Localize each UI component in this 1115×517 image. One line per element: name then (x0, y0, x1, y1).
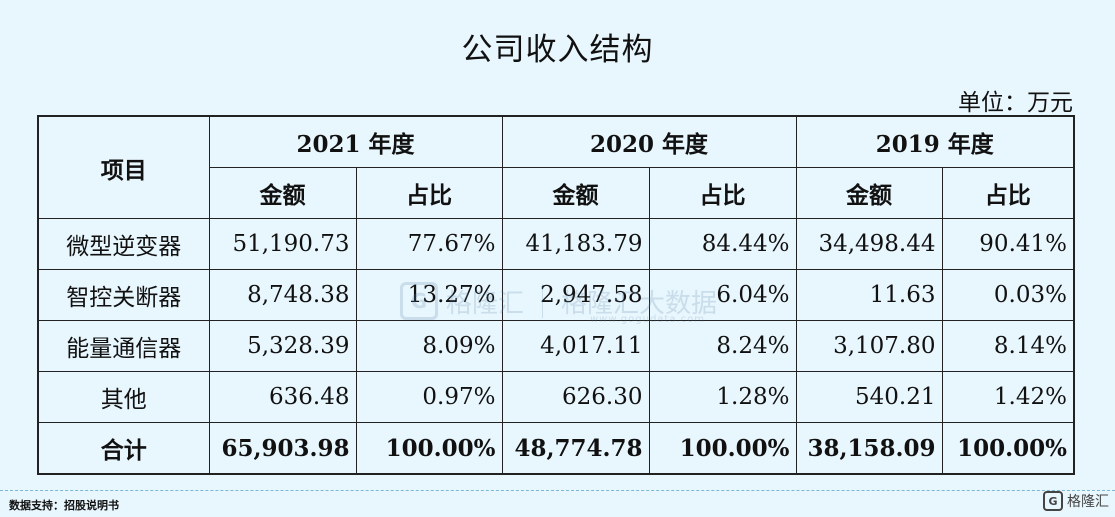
amount-header: 金额 (795, 167, 943, 219)
share-cell: 8.24% (648, 320, 797, 372)
row-label: 能量通信器 (37, 320, 210, 372)
table-row: 智控关断器 8,748.38 13.27% 2,947.58 6.04% 11.… (37, 269, 1075, 321)
share-cell: 6.04% (648, 269, 797, 321)
amount-header: 金额 (208, 167, 357, 219)
source-note: 数据支持：招股说明书 (9, 499, 119, 512)
year-header: 2021 年度 (208, 115, 503, 168)
table-row: 其他 636.48 0.97% 626.30 1.28% 540.21 1.42… (37, 371, 1075, 423)
brand-logo-icon: G (1043, 491, 1063, 511)
header-row-years: 项目 2021 年度 2020 年度 2019 年度 (37, 115, 1075, 219)
revenue-table: 项目 2021 年度 2020 年度 2019 年度 金额 占比 金额 占比 金… (37, 115, 1075, 475)
amount-cell: 38,158.09 (795, 422, 943, 475)
amount-cell: 48,774.78 (501, 422, 650, 475)
share-header: 占比 (355, 167, 503, 219)
table-row: 微型逆变器 51,190.73 77.67% 41,183.79 84.44% … (37, 218, 1075, 270)
share-cell: 0.97% (355, 371, 503, 423)
footer-divider (0, 490, 1115, 491)
amount-cell: 11.63 (795, 269, 943, 321)
corner-brand: G 格隆汇 (1043, 491, 1109, 511)
share-cell: 13.27% (355, 269, 503, 321)
share-header: 占比 (648, 167, 797, 219)
item-header: 项目 (37, 115, 210, 219)
share-cell: 100.00% (941, 422, 1075, 475)
total-row: 合计 65,903.98 100.00% 48,774.78 100.00% 3… (37, 422, 1075, 475)
amount-cell: 626.30 (501, 371, 650, 423)
amount-cell: 34,498.44 (795, 218, 943, 270)
year-header: 2019 年度 (795, 115, 1075, 168)
row-label: 其他 (37, 371, 210, 423)
share-cell: 0.03% (941, 269, 1075, 321)
amount-cell: 5,328.39 (208, 320, 357, 372)
page-title: 公司收入结构 (461, 32, 654, 68)
share-cell: 84.44% (648, 218, 797, 270)
table-row: 能量通信器 5,328.39 8.09% 4,017.11 8.24% 3,10… (37, 320, 1075, 372)
amount-cell: 41,183.79 (501, 218, 650, 270)
share-cell: 8.14% (941, 320, 1075, 372)
amount-cell: 3,107.80 (795, 320, 943, 372)
amount-cell: 540.21 (795, 371, 943, 423)
amount-cell: 636.48 (208, 371, 357, 423)
share-cell: 100.00% (648, 422, 797, 475)
share-cell: 8.09% (355, 320, 503, 372)
share-cell: 100.00% (355, 422, 503, 475)
amount-cell: 2,947.58 (501, 269, 650, 321)
amount-cell: 65,903.98 (208, 422, 357, 475)
year-header: 2020 年度 (501, 115, 797, 168)
amount-cell: 51,190.73 (208, 218, 357, 270)
unit-label: 单位：万元 (958, 90, 1073, 116)
corner-brand-text: 格隆汇 (1067, 494, 1109, 510)
amount-header: 金额 (501, 167, 650, 219)
amount-cell: 4,017.11 (501, 320, 650, 372)
share-cell: 77.67% (355, 218, 503, 270)
amount-cell: 8,748.38 (208, 269, 357, 321)
share-cell: 1.28% (648, 371, 797, 423)
share-header: 占比 (941, 167, 1075, 219)
share-cell: 90.41% (941, 218, 1075, 270)
row-label: 微型逆变器 (37, 218, 210, 270)
share-cell: 1.42% (941, 371, 1075, 423)
row-label: 智控关断器 (37, 269, 210, 321)
row-label: 合计 (37, 422, 210, 475)
